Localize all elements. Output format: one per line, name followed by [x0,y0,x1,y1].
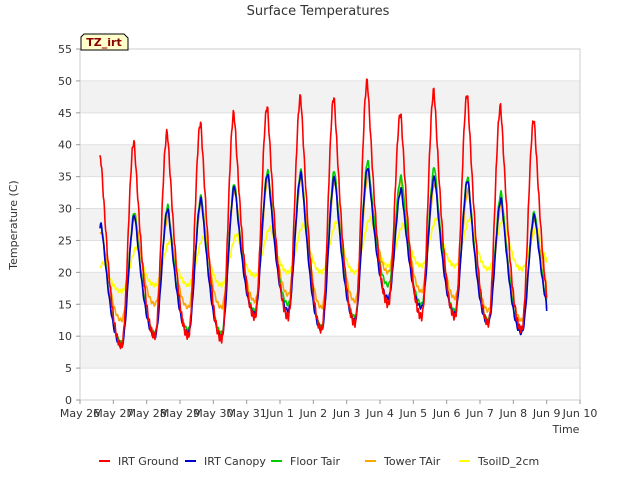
legend-label: IRT Ground [118,455,179,468]
y-tick-label: 10 [58,330,72,343]
badge-box [80,33,129,51]
grid-band [80,80,580,113]
y-tick-label: 45 [58,107,72,120]
x-tick-label: Jun 6 [432,407,461,420]
legend: IRT Ground IRT Canopy Floor Tair Tower TAir… [99,455,539,468]
legend-item: Tower TAir [365,455,441,468]
chart-title: Surface Temperatures [247,4,390,19]
y-tick-label: 35 [58,171,72,184]
legend-label: Tower TAir [383,455,441,468]
x-tick-label: May 29 [160,407,200,420]
x-tick-label: May 26 [60,407,100,420]
plot-area [79,48,581,401]
y-tick-label: 50 [58,75,72,88]
legend-label: TsoilD_2cm [477,455,539,468]
grid-band [80,336,580,369]
legend-item: IRT Ground [99,455,179,468]
x-tick-label: May 31 [227,407,267,420]
badge: TZ_irt [80,33,129,51]
y-axis-label: Temperature (C) [7,180,20,270]
legend-item: Floor Tair [271,455,341,468]
series-line-irt-ground [99,78,548,350]
x-axis-label: Time [552,423,580,436]
y-tick-label: 40 [58,139,72,152]
x-tick-label: Jun 5 [398,407,427,420]
grid-band [80,272,580,305]
legend-item: IRT Canopy [185,455,266,468]
legend-item: TsoilD_2cm [459,455,539,468]
x-tick-label: Jun 7 [465,407,494,420]
y-axis-ticks: 0 5 10 15 20 25 30 35 40 45 50 55 [58,43,80,407]
x-tick-label: Jun 10 [562,407,598,420]
legend-label: Floor Tair [290,455,341,468]
series-layer [99,78,548,350]
legend-label: IRT Canopy [204,455,266,468]
x-tick-label: May 27 [93,407,133,420]
y-tick-label: 25 [58,234,72,247]
y-tick-label: 0 [65,394,72,407]
x-tick-label: Jun 8 [498,407,527,420]
x-tick-label: May 28 [127,407,167,420]
y-tick-label: 30 [58,203,72,216]
y-tick-label: 15 [58,298,72,311]
x-tick-label: Jun 3 [332,407,361,420]
y-tick-label: 55 [58,43,72,56]
y-tick-label: 20 [58,266,72,279]
y-tick-label: 5 [65,362,72,375]
x-tick-label: Jun 2 [298,407,327,420]
x-tick-label: Jun 4 [365,407,394,420]
badge-label: TZ_irt [86,36,121,49]
x-tick-label: Jun 1 [265,407,294,420]
x-tick-label: May 30 [193,407,233,420]
x-tick-label: Jun 9 [532,407,561,420]
